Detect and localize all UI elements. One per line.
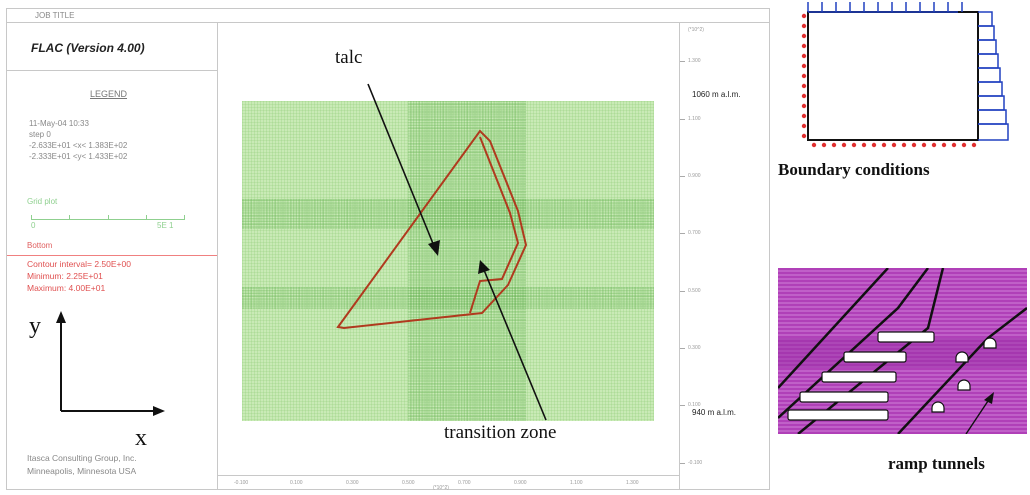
right-scale-unit: (*10^2) (688, 27, 704, 33)
x-axis-letter: x (135, 425, 147, 451)
bottom-tick-label: 0.500 (402, 480, 415, 486)
right-tick-label: 0.300 (688, 345, 701, 351)
bottom-tick-label: 0.300 (346, 480, 359, 486)
right-tick-label: 0.900 (688, 173, 701, 179)
bottom-tick-label: -0.100 (234, 480, 249, 486)
legend-panel: FLAC (Version 4.00) LEGEND 11-May-04 10:… (7, 23, 218, 489)
grid-plot-label: Grid plot (27, 197, 58, 206)
legend-x-range: -2.633E+01 <x< 1.383E+02 (29, 141, 128, 150)
legend-title: LEGEND (90, 89, 128, 99)
legend-divider (7, 255, 217, 256)
bottom-tick-label: 0.700 (458, 480, 471, 486)
right-tick-label: 1.300 (688, 58, 701, 64)
talc-label: talc (335, 47, 363, 68)
mesh-horizontal-band-lower (242, 287, 654, 309)
contour-minimum: Minimum: 2.25E+01 (27, 271, 103, 281)
contour-maximum: Maximum: 4.00E+01 (27, 283, 106, 293)
boundary-conditions-diagram (801, 2, 1009, 148)
right-scale: (*10^2) 1.300 1.100 0.900 0.700 0.500 0.… (679, 23, 770, 489)
app-title: FLAC (Version 4.00) (7, 23, 217, 71)
grid-scale-bar (31, 211, 185, 220)
talc-contour (336, 129, 528, 330)
right-tick-label: 0.100 (688, 402, 701, 408)
bottom-tick-label: 0.900 (514, 480, 527, 486)
bottom-tick-label: 0.100 (290, 480, 303, 486)
right-tick-label: 1.100 (688, 116, 701, 122)
mesh-svg (242, 101, 654, 421)
elevation-bottom: 940 m a.l.m. (692, 408, 737, 417)
legend-y-range: -2.333E+01 <y< 1.433E+02 (29, 152, 128, 161)
flac-plot-frame: JOB TITLE FLAC (Version 4.00) LEGEND 11-… (6, 8, 770, 491)
footer-company: Itasca Consulting Group, Inc. (27, 453, 137, 463)
grid-scale-max: 5E 1 (157, 221, 174, 230)
legend-date: 11-May-04 10:33 (29, 119, 89, 128)
job-title: JOB TITLE (7, 9, 769, 23)
legend-step: step 0 (29, 130, 51, 139)
footer-location: Minneapolis, Minnesota USA (27, 466, 137, 476)
elevation-top: 1060 m a.l.m. (692, 90, 741, 99)
y-axis-letter: y (29, 313, 41, 339)
coordinate-axes (56, 311, 165, 416)
mesh-horizontal-band-upper (242, 199, 654, 229)
contour-interval: Contour interval= 2.50E+00 (27, 259, 131, 269)
mesh-plot-area: -0.100 0.100 0.300 0.500 0.700 0.900 1.1… (218, 23, 679, 491)
bottom-label: Bottom (27, 241, 53, 250)
ramp-tunnels-diagram (778, 268, 1027, 434)
right-tick-label: 0.700 (688, 230, 701, 236)
annotation-arrows (367, 83, 547, 421)
transition-zone-label: transition zone (444, 422, 557, 443)
bottom-tick-label: 1.300 (626, 480, 639, 486)
boundary-conditions-label: Boundary conditions (778, 160, 930, 179)
right-tick-label: 0.500 (688, 288, 701, 294)
bottom-scale: -0.100 0.100 0.300 0.500 0.700 0.900 1.1… (218, 475, 679, 491)
mesh-vertical-band (408, 101, 526, 421)
right-tick-label: -0.100 (688, 460, 703, 466)
bottom-tick-label: 1.100 (570, 480, 583, 486)
bottom-scale-unit: (*10^2) (433, 485, 449, 491)
grid-scale-min: 0 (31, 221, 36, 230)
ramp-tunnels-label: ramp tunnels (888, 454, 985, 473)
